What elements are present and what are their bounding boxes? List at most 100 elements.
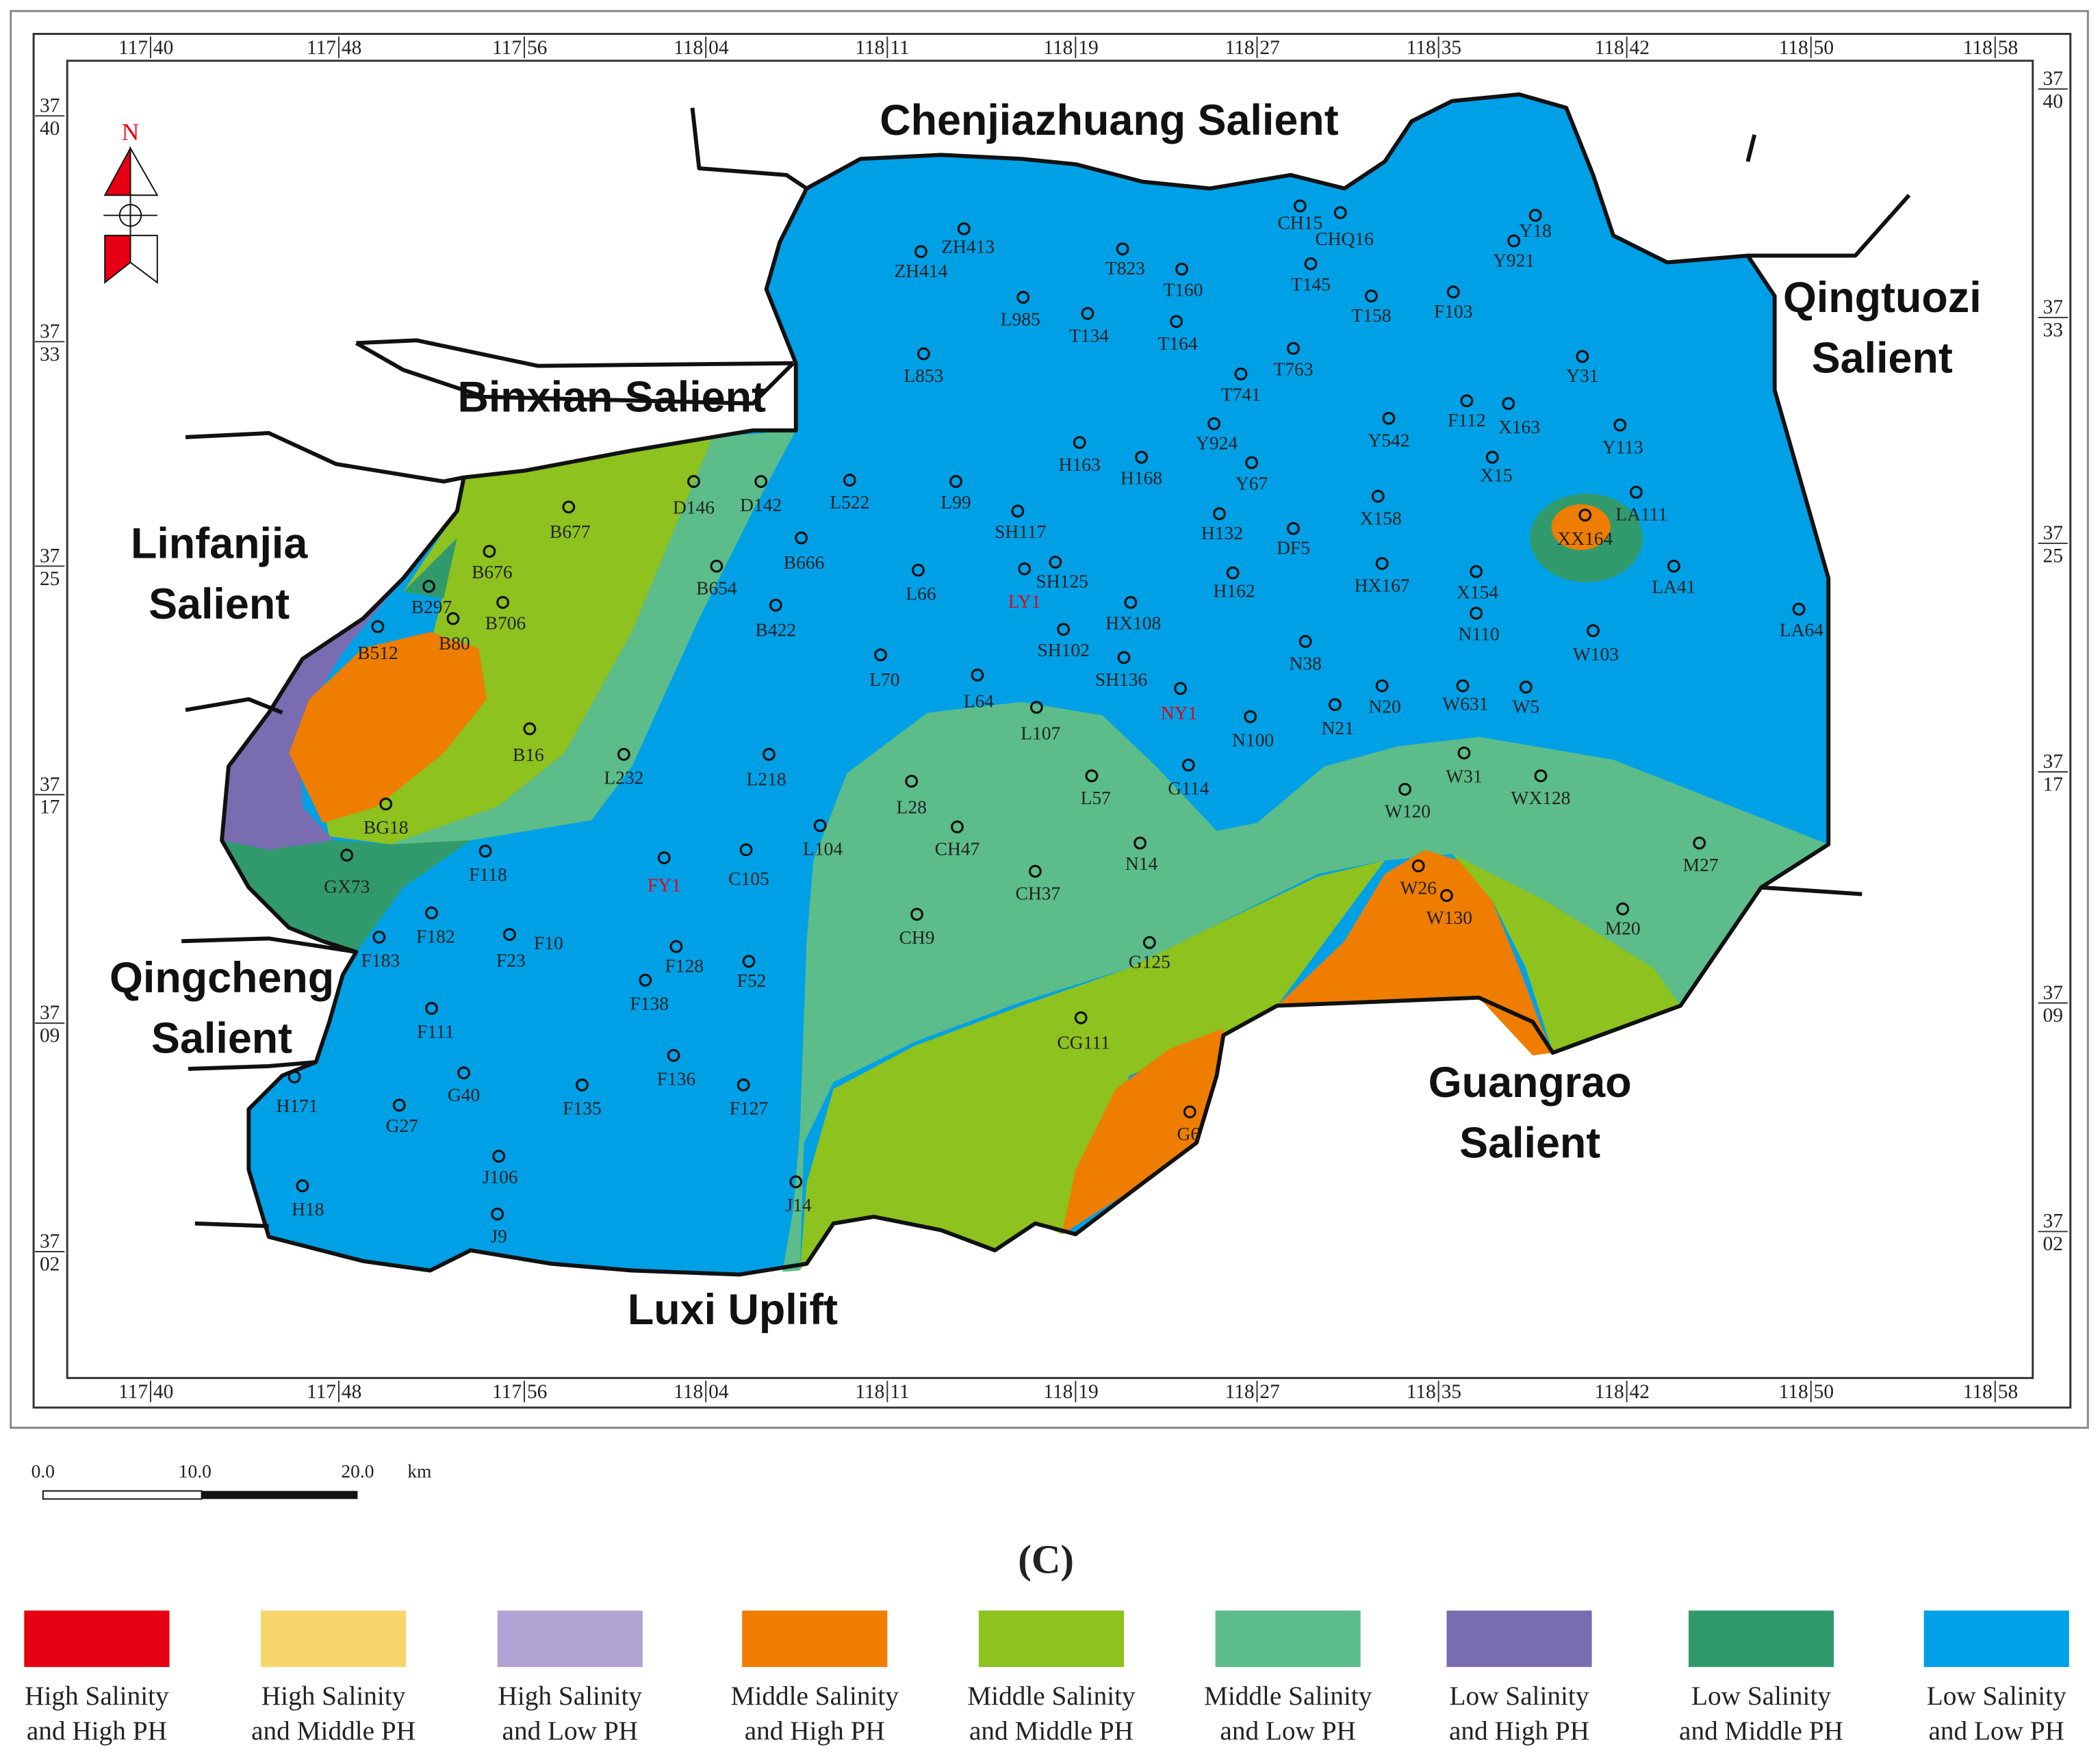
well-label: L107 xyxy=(1021,723,1060,744)
region-label: Salient xyxy=(151,1014,292,1062)
longitude-minute: 58 xyxy=(1998,37,2018,59)
well-marker xyxy=(1245,456,1259,469)
well-label: GX73 xyxy=(324,877,370,897)
well-label: F136 xyxy=(657,1068,696,1089)
well-label: L522 xyxy=(830,492,869,513)
salinity-area xyxy=(799,860,1385,1271)
well-marker xyxy=(742,955,756,968)
well-marker xyxy=(687,475,700,489)
longitude-degree: 118 xyxy=(1407,1381,1436,1403)
well-marker xyxy=(1470,565,1483,578)
well-label: HX167 xyxy=(1355,576,1410,596)
longitude-minute: 42 xyxy=(1630,37,1650,59)
legend-swatch xyxy=(24,1610,170,1667)
well-marker xyxy=(1081,307,1094,320)
scale-label: 20.0 xyxy=(341,1461,374,1482)
well-label: W26 xyxy=(1400,878,1436,899)
well-label: X158 xyxy=(1360,508,1402,528)
boundary-line xyxy=(1747,194,1911,258)
longitude-degree: 118 xyxy=(1779,37,1808,59)
well-label: L66 xyxy=(906,583,936,604)
well-marker xyxy=(1667,559,1680,573)
well-label: N110 xyxy=(1459,623,1500,644)
well-marker xyxy=(1519,680,1533,694)
well-label: L99 xyxy=(940,492,971,513)
well-marker xyxy=(1287,341,1300,355)
legend-label: and Middle PH xyxy=(251,1716,415,1746)
region-label: Salient xyxy=(149,580,290,628)
well-marker xyxy=(754,475,768,489)
well-label: H18 xyxy=(292,1199,324,1219)
well-marker xyxy=(1170,315,1183,328)
longitude-minute: 50 xyxy=(1814,1381,1834,1403)
latitude-degree: 37 xyxy=(2043,751,2063,773)
north-arrow-part xyxy=(129,145,159,196)
well-label: B512 xyxy=(357,643,398,663)
latitude-minute: 09 xyxy=(2043,1005,2063,1027)
well-marker xyxy=(1616,902,1630,916)
well-label: ZH413 xyxy=(941,237,995,257)
well-marker xyxy=(1439,889,1453,902)
salinity-area xyxy=(1277,849,1553,1056)
legend-swatch xyxy=(742,1610,888,1667)
well-marker xyxy=(1085,769,1099,783)
well-marker xyxy=(1175,262,1188,276)
longitude-minute: 11 xyxy=(890,1381,909,1403)
well-label: G27 xyxy=(386,1115,418,1136)
well-marker xyxy=(1142,935,1156,949)
well-label: Y921 xyxy=(1493,250,1535,270)
well-marker xyxy=(1124,595,1138,609)
salinity-area xyxy=(782,701,1829,1272)
boundary-line xyxy=(188,1060,316,1071)
boundary-lines xyxy=(181,107,1911,1228)
well-label: NY1 xyxy=(1161,703,1197,723)
well-marker xyxy=(425,1002,438,1015)
well-marker xyxy=(710,559,724,573)
well-label: D142 xyxy=(740,495,782,515)
legend-swatch xyxy=(1446,1610,1592,1667)
legend-swatch xyxy=(978,1610,1125,1667)
scale-segment xyxy=(201,1490,358,1499)
well-marker xyxy=(1134,836,1147,850)
well-marker xyxy=(1117,651,1131,664)
well-marker xyxy=(1534,769,1548,783)
well-marker xyxy=(491,1207,504,1221)
well-marker xyxy=(1029,701,1043,714)
longitude-minute: 56 xyxy=(527,37,547,59)
well-label: B666 xyxy=(784,552,825,573)
legend-swatch xyxy=(497,1610,643,1667)
boundary-line xyxy=(690,107,808,190)
well-marker xyxy=(769,598,782,612)
longitude-degree: 118 xyxy=(855,1381,884,1403)
well-marker xyxy=(1174,682,1187,695)
well-marker xyxy=(371,620,385,634)
well-label: T741 xyxy=(1221,385,1261,405)
boundary-line xyxy=(1760,885,1862,896)
longitude-degree: 118 xyxy=(1225,37,1254,59)
well-marker xyxy=(1382,411,1396,425)
well-marker xyxy=(1049,555,1062,569)
boundary-line xyxy=(185,697,283,715)
well-label: WX128 xyxy=(1511,788,1570,808)
well-marker xyxy=(496,595,510,609)
well-marker xyxy=(1011,504,1025,518)
well-label: FY1 xyxy=(648,875,681,896)
well-marker xyxy=(949,475,962,489)
legend-label: and Low PH xyxy=(1220,1716,1355,1746)
latitude-minute: 02 xyxy=(2043,1233,2063,1255)
latitude-minute: 17 xyxy=(2043,773,2063,795)
north-label: N xyxy=(122,118,140,146)
latitude-minute: 25 xyxy=(40,568,60,590)
well-marker xyxy=(523,722,537,736)
latitude-degree: 37 xyxy=(2043,1211,2063,1232)
well-label: CH47 xyxy=(935,839,980,860)
well-marker xyxy=(1502,397,1515,411)
salinity-area xyxy=(222,578,404,850)
well-label: T160 xyxy=(1163,280,1203,300)
well-marker xyxy=(379,797,393,811)
boundary-line xyxy=(355,341,795,406)
legend-swatch xyxy=(1215,1610,1361,1667)
well-marker xyxy=(763,747,776,761)
well-label: Y924 xyxy=(1196,432,1238,453)
well-label: G114 xyxy=(1168,778,1209,799)
